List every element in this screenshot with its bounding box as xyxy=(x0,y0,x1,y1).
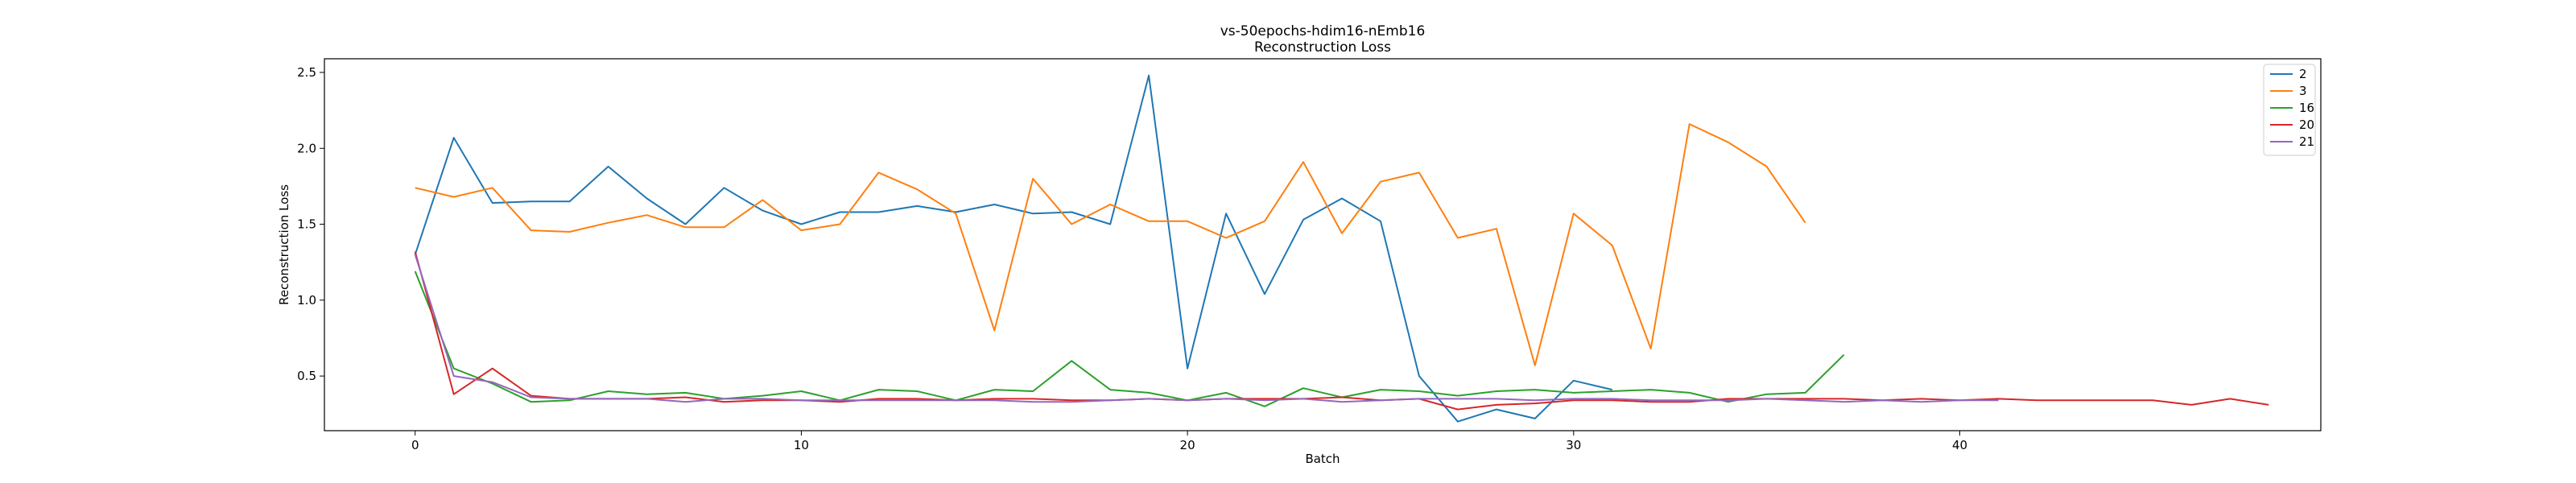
chart-subtitle: Reconstruction Loss xyxy=(1254,39,1391,56)
series-line-2 xyxy=(414,74,1613,423)
y-axis-label: Reconstruction Loss xyxy=(277,184,291,305)
legend-label: 16 xyxy=(2299,101,2314,115)
legend-label: 21 xyxy=(2299,134,2314,149)
y-tick-label: 1.0 xyxy=(297,293,316,308)
y-tick-label: 0.5 xyxy=(297,369,316,383)
x-tick-label: 10 xyxy=(794,438,809,452)
series-line-21 xyxy=(414,254,1999,403)
y-tick-label: 2.5 xyxy=(297,65,316,80)
legend: 2 3 16 20 21 xyxy=(2263,64,2316,156)
y-tick-label: 2.0 xyxy=(297,141,316,155)
series-line-3 xyxy=(415,123,1806,366)
x-tick-label: 0 xyxy=(411,438,419,452)
chart-title: vs-50epochs-hdim16-nEmb16 xyxy=(1220,23,1426,39)
x-tick-label: 20 xyxy=(1180,438,1195,452)
x-tick-label: 40 xyxy=(1952,438,1967,452)
series-lines xyxy=(414,74,2269,423)
legend-label: 20 xyxy=(2299,118,2314,132)
axis-ticks: 0 10 20 30 40 0.5 1.0 1.5 2.0 2.5 xyxy=(297,65,1967,452)
x-axis-label: Batch xyxy=(1305,452,1340,466)
legend-label: 3 xyxy=(2299,84,2307,98)
legend-box xyxy=(2263,64,2316,156)
series-line-16 xyxy=(414,270,1845,407)
legend-label: 2 xyxy=(2299,67,2307,81)
plot-area-frame xyxy=(324,58,2322,431)
y-tick-label: 1.5 xyxy=(297,217,316,232)
x-tick-label: 30 xyxy=(1566,438,1581,452)
